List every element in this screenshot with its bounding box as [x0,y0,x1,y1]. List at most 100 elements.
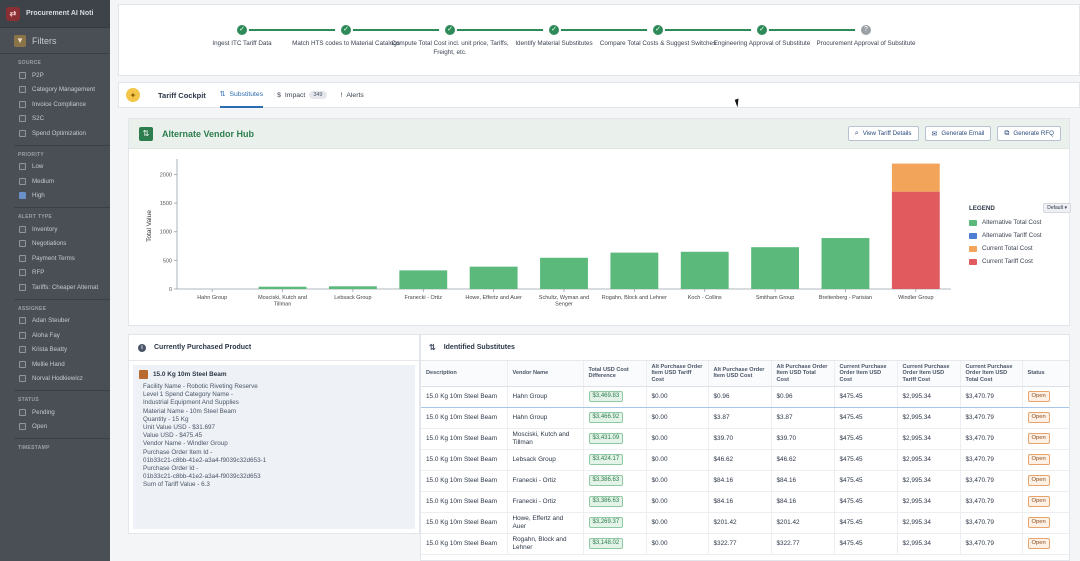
legend-item[interactable]: Alternative Tariff Cost [969,232,1079,239]
filter-option[interactable]: High [0,189,110,204]
filter-option[interactable]: S2C [0,112,110,127]
generate-email-button[interactable]: ✉ Generate Email [924,126,992,141]
filter-checkbox[interactable] [19,254,26,262]
cell-value: $3,470.79 [965,434,994,442]
filter-option[interactable]: Krista Beatty [0,343,110,358]
cell-value: $201.42 [713,518,737,526]
legend-item[interactable]: Current Tariff Cost [969,258,1079,265]
generate-rfq-button[interactable]: ⧉ Generate RFQ [997,126,1061,141]
tab-impact[interactable]: $ Impact 349 [277,82,327,108]
filter-option[interactable]: Open [0,420,110,435]
column-header[interactable]: Current Purchase Order Item USD Cost [834,361,898,387]
filter-option[interactable]: Norval Hodkiewicz [0,372,110,387]
filter-checkbox[interactable] [19,115,26,123]
table-cell: 15.0 Kg 10m Steel Beam [421,512,508,534]
filter-checkbox[interactable] [19,100,26,108]
filter-option[interactable]: Payment Terms [0,251,110,266]
table-cell: Open [1022,533,1069,555]
filter-checkbox[interactable] [19,346,26,354]
table-row[interactable]: 15.0 Kg 10m Steel Beam Mosciski, Kutch an… [421,428,1069,450]
table-row[interactable]: 15.0 Kg 10m Steel Beam Lebsack Group $3,42… [421,449,1069,471]
table-row[interactable]: 15.0 Kg 10m Steel Beam Franecki - Ortiz $3… [421,470,1069,492]
cell-value: 15.0 Kg 10m Steel Beam [426,476,498,484]
legend-item[interactable]: Alternative Total Cost [969,219,1079,226]
column-header[interactable]: Alt Purchase Order Item USD Total Cost [771,361,835,387]
table-cell: Franecki - Ortiz [507,470,584,492]
filter-option[interactable]: P2P [0,68,110,83]
table-cell: $3,470.79 [960,407,1023,429]
filter-checkbox[interactable] [19,225,26,233]
status-badge: Open [1027,537,1050,550]
filter-option[interactable]: Spend Optimization [0,126,110,141]
cell-value: $201.42 [776,518,800,526]
filter-option[interactable]: Medium [0,174,110,189]
filter-checkbox[interactable] [19,317,26,325]
filter-checkbox[interactable] [19,360,26,368]
filter-option[interactable]: Mellie Hand [0,357,110,372]
document-icon: ⧉ [1004,129,1010,137]
filter-checkbox[interactable] [19,423,26,431]
filter-checkbox[interactable] [19,240,26,248]
filter-option[interactable]: Low [0,160,110,175]
filter-divider [14,144,110,146]
filter-checkbox[interactable] [19,177,26,185]
table-cell: $3.87 [771,407,835,429]
filter-section-label: PRIORITY [18,151,45,158]
filter-option[interactable]: Tariffs: Cheaper Alternat [0,280,110,295]
cell-value: Franecki - Ortiz [512,497,557,505]
filter-option[interactable]: Inventory [0,222,110,237]
workflow-step: ✓ Match HTS codes to Material Catalogs [286,25,406,49]
legend-dropdown[interactable]: Default ▾ [1043,203,1071,213]
filter-option[interactable]: Adan Steuber [0,314,110,329]
column-header[interactable]: Status [1022,361,1069,387]
status-badge: Open [1027,411,1050,424]
column-header[interactable]: Current Purchase Order Item USD Total Co… [960,361,1023,387]
filter-checkbox[interactable] [19,192,26,200]
table-row[interactable]: 15.0 Kg 10m Steel Beam Hahn Group $3,469.8… [421,385,1069,408]
table-cell: $3,469.83 [583,385,647,408]
filter-checkbox[interactable] [19,408,26,416]
product-card[interactable]: 15.0 Kg 10m Steel Beam Facility Name - R… [133,365,415,529]
filter-checkbox[interactable] [19,163,26,171]
tab-substitutes[interactable]: ⇅ Substitutes [219,82,264,108]
filter-option[interactable]: Aloha Fay [0,328,110,343]
tab-alerts[interactable]: ! Alerts [341,82,364,108]
filter-checkbox[interactable] [19,71,26,79]
filter-checkbox[interactable] [19,129,26,137]
column-header[interactable]: Alt Purchase Order Item USD Tariff Cost [646,361,709,387]
filter-option-label: Category Management [32,86,95,94]
filter-checkbox[interactable] [19,86,26,94]
table-row[interactable]: 15.0 Kg 10m Steel Beam Howe, Effertz and … [421,512,1069,534]
product-property: Quantity - 15 Kg [143,415,189,423]
y-axis-title: Total Value [146,210,153,242]
filter-option-label: Pending [32,408,55,416]
filter-checkbox[interactable] [19,283,26,291]
product-property: 01b33c21-c8bb-41e2-a3a4-f9039c32d653 [143,473,261,481]
table-cell: Open [1022,449,1069,471]
view-tariff-details-button[interactable]: ⌕ View Tariff Details [847,126,919,141]
filter-option[interactable]: RFP [0,266,110,281]
cell-value: $475.45 [839,392,863,400]
filter-checkbox[interactable] [19,375,26,383]
bar-alternative-total-cost [751,247,800,289]
button-label: Generate Email [941,130,985,137]
column-header[interactable]: Description [421,361,508,387]
column-header[interactable]: Current Purchase Order Item USD Tariff C… [897,361,961,387]
bar-chart-svg: 0 500 1000 1500 2000 Total Value Hahn Group Mos… [146,159,951,308]
filter-option[interactable]: Pending [0,405,110,420]
column-header[interactable]: Alt Purchase Order Item USD Cost [708,361,772,387]
legend-item[interactable]: Current Total Cost [969,245,1079,252]
column-header[interactable]: Total USD Cost Difference [583,361,647,387]
filter-option[interactable]: Negotiations [0,237,110,252]
legend-swatch [969,258,977,265]
table-row[interactable]: 15.0 Kg 10m Steel Beam Rogahn, Block and … [421,533,1069,555]
filter-checkbox[interactable] [19,331,26,339]
table-cell: $201.42 [708,512,772,534]
filter-option[interactable]: Category Management [0,83,110,98]
filter-option[interactable]: Invoice Compliance [0,97,110,112]
filter-checkbox[interactable] [19,269,26,277]
cell-value: $0.96 [776,392,793,400]
table-row[interactable]: 15.0 Kg 10m Steel Beam Franecki - Ortiz $3… [421,491,1069,513]
column-header[interactable]: Vendor Name [507,361,584,387]
table-row[interactable]: 15.0 Kg 10m Steel Beam Hahn Group $3,466.9… [421,407,1069,429]
